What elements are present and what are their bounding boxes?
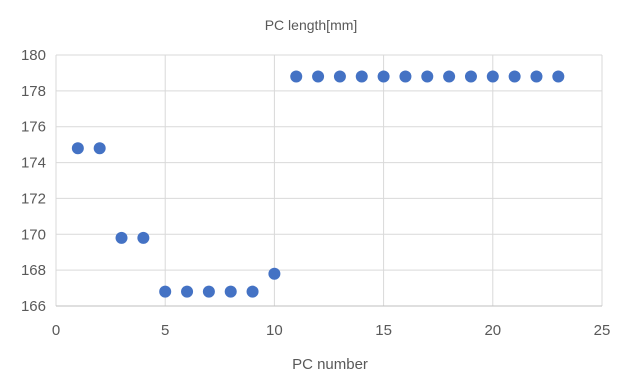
data-point <box>290 70 303 83</box>
data-point <box>268 267 281 280</box>
data-point <box>93 142 106 155</box>
data-point <box>377 70 390 83</box>
y-tick-label: 174 <box>21 155 46 172</box>
y-tick-label: 172 <box>21 190 46 207</box>
data-point <box>312 70 325 83</box>
data-point <box>464 70 477 83</box>
y-tick-label: 178 <box>21 83 46 100</box>
y-tick-label: 170 <box>21 226 46 243</box>
data-point <box>246 285 259 298</box>
data-point <box>530 70 543 83</box>
x-tick-label: 5 <box>161 322 169 339</box>
x-tick-label: 15 <box>375 322 392 339</box>
data-point <box>421 70 434 83</box>
data-point <box>71 142 84 155</box>
data-point <box>137 231 150 244</box>
y-tick-label: 166 <box>21 298 46 315</box>
data-point <box>508 70 521 83</box>
y-tick-label: 168 <box>21 262 46 279</box>
data-point <box>443 70 456 83</box>
data-point <box>115 231 128 244</box>
y-tick-label: 176 <box>21 119 46 136</box>
data-point <box>399 70 412 83</box>
x-axis-title: PC number <box>292 356 368 373</box>
x-tick-label: 0 <box>52 322 60 339</box>
x-tick-label: 20 <box>484 322 501 339</box>
data-point <box>202 285 215 298</box>
data-point <box>486 70 499 83</box>
x-tick-label: 25 <box>594 322 611 339</box>
data-point <box>181 285 194 298</box>
data-point <box>552 70 565 83</box>
data-point <box>333 70 346 83</box>
data-point <box>224 285 237 298</box>
data-point <box>355 70 368 83</box>
data-points <box>71 70 565 298</box>
data-point <box>159 285 172 298</box>
y-tick-label: 180 <box>21 47 46 64</box>
chart-title: PC length[mm] <box>265 17 358 33</box>
tick-labels: 166 168 170 172 174 176 178 180 0 5 10 15 20 25 <box>21 47 610 339</box>
x-tick-label: 10 <box>266 322 283 339</box>
